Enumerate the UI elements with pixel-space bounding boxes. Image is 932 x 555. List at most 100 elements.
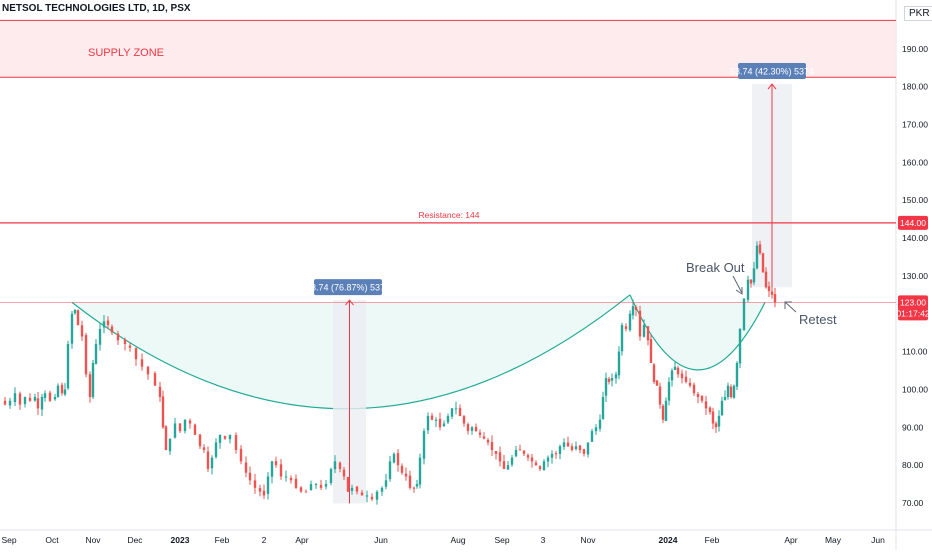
candle-body	[746, 279, 750, 300]
candle-body	[408, 475, 412, 488]
candle-body	[442, 423, 446, 427]
candle-body	[128, 345, 132, 348]
price-tick: 90.00	[902, 422, 924, 432]
candle-body	[274, 461, 278, 466]
candle-body	[554, 453, 558, 455]
candle-body	[562, 442, 566, 447]
last-price-tag-bg	[898, 295, 928, 321]
candle-body	[446, 415, 450, 423]
price-tick: 100.00	[902, 384, 928, 394]
candle-body	[234, 435, 238, 451]
time-tick: 2023	[171, 535, 190, 545]
candle-body	[542, 461, 546, 471]
candle-body	[761, 253, 765, 273]
candle-body	[23, 397, 27, 405]
candle-body	[617, 351, 621, 376]
candle-body	[266, 476, 270, 494]
candle-body	[558, 446, 562, 454]
candle-body	[48, 392, 52, 401]
candle-body	[607, 378, 611, 382]
candle-body	[676, 367, 680, 375]
resistance-label: Resistance: 144	[419, 210, 480, 220]
candle-body	[590, 431, 594, 442]
measure-label-1: 53.74 (76.87%) 5374	[306, 283, 390, 293]
break-out-arrowhead	[735, 287, 743, 295]
candle-body	[284, 476, 288, 478]
candle-body	[684, 376, 688, 382]
candle-body	[198, 434, 202, 447]
time-tick: Oct	[45, 535, 59, 545]
candle-body	[486, 439, 490, 443]
candle-body	[253, 480, 257, 488]
currency-badge[interactable]: PKR	[904, 6, 932, 21]
candle-body	[210, 457, 214, 469]
candle-body	[346, 477, 350, 492]
price-tick: 70.00	[902, 498, 924, 508]
candle-body	[755, 245, 759, 269]
candle-body	[566, 442, 570, 447]
candle-body	[711, 411, 715, 424]
candle-body	[404, 473, 408, 477]
candle-body	[770, 291, 774, 295]
candle-body	[43, 393, 47, 398]
candle-body	[474, 426, 478, 432]
candle-body	[732, 385, 736, 398]
candle-body	[494, 451, 498, 454]
candle-body	[73, 309, 77, 314]
candle-body	[140, 359, 144, 367]
time-tick: Nov	[580, 535, 596, 545]
candle-body	[692, 384, 696, 394]
candle-body	[714, 423, 718, 428]
time-tick: May	[825, 535, 842, 545]
candle-body	[620, 325, 624, 352]
candle-body	[704, 401, 708, 409]
candle-body	[652, 364, 656, 382]
price-tick: 140.00	[902, 233, 928, 243]
candle-body	[522, 450, 526, 454]
time-tick: Feb	[705, 535, 720, 545]
handle-curve	[629, 294, 766, 371]
price-tick: 180.00	[902, 82, 928, 92]
candle-body	[412, 487, 416, 489]
time-tick: Jun	[374, 535, 388, 545]
candle-body	[370, 496, 374, 500]
candle-body	[193, 424, 197, 435]
candle-body	[450, 408, 454, 417]
candle-body	[661, 405, 665, 420]
candle-body	[262, 490, 266, 496]
candle-body	[36, 398, 40, 409]
candle-body	[631, 306, 635, 316]
candle-body	[396, 453, 400, 466]
last-price-tag: 123.00	[900, 297, 926, 307]
candle-body	[388, 461, 392, 479]
candle-body	[646, 326, 650, 341]
candle-body	[415, 484, 419, 487]
candle-body	[66, 344, 70, 389]
price-tick: 160.00	[902, 157, 928, 167]
candle-body	[649, 339, 653, 363]
candle-body	[550, 453, 554, 458]
time-tick: Apr	[784, 535, 797, 545]
candle-body	[3, 400, 7, 405]
candle-body	[384, 480, 388, 487]
candle-body	[53, 397, 57, 400]
candle-body	[502, 461, 506, 469]
candle-body	[470, 427, 474, 431]
candle-body	[426, 415, 430, 431]
chart-title: NETSOL TECHNOLOGIES LTD, 1D, PSX	[2, 3, 191, 14]
measure-arrowhead-1	[345, 299, 354, 306]
candle-body	[601, 397, 605, 420]
candle-body	[624, 326, 628, 329]
time-tick: Dec	[127, 535, 143, 545]
candle-body	[329, 468, 333, 484]
price-tick: 130.00	[902, 271, 928, 281]
candle-body	[223, 436, 227, 439]
time-tick: 3	[541, 535, 546, 545]
candle-body	[498, 452, 502, 462]
candle-body	[146, 366, 150, 375]
candle-body	[8, 400, 12, 406]
candle-body	[206, 451, 210, 469]
candle-body	[614, 374, 618, 379]
